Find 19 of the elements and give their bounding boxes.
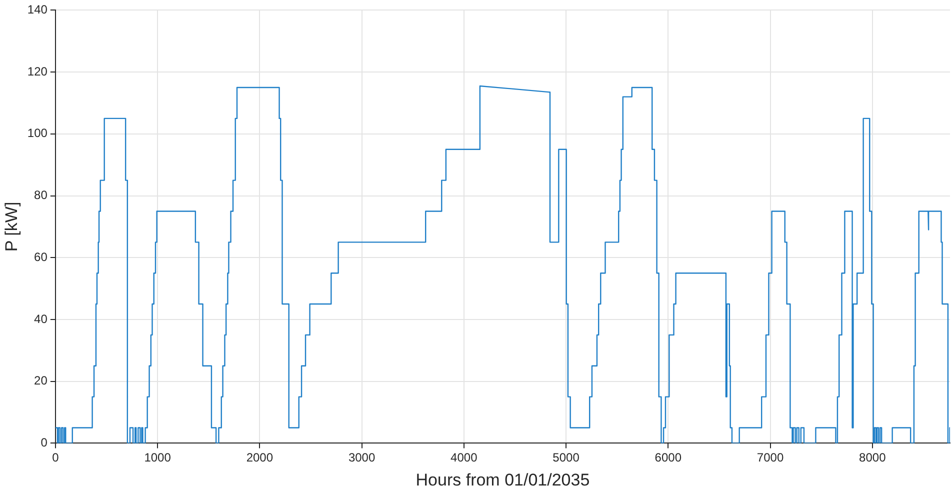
x-tick-label: 0 <box>52 450 60 465</box>
y-tick-label: 40 <box>34 312 48 326</box>
x-tick-label: 4000 <box>450 450 478 465</box>
y-tick-label: 120 <box>27 64 48 78</box>
y-tick-label: 0 <box>40 436 48 450</box>
y-tick-label: 20 <box>34 374 48 388</box>
y-tick-label: 100 <box>27 126 48 140</box>
x-tick-label: 2000 <box>246 450 274 465</box>
y-axis-title: P [kW] <box>2 202 21 252</box>
x-tick-label: 3000 <box>348 450 376 465</box>
x-tick-label: 5000 <box>552 450 580 465</box>
y-tick-label: 140 <box>27 2 48 17</box>
x-tick-label: 1000 <box>144 450 172 465</box>
x-tick-label: 7000 <box>756 450 784 465</box>
x-tick-label: 8000 <box>859 450 886 465</box>
x-axis-title: Hours from 01/01/2035 <box>416 470 590 490</box>
x-tick-label: 6000 <box>654 450 682 465</box>
y-tick-label: 80 <box>34 188 48 202</box>
y-tick-label: 60 <box>34 250 48 264</box>
